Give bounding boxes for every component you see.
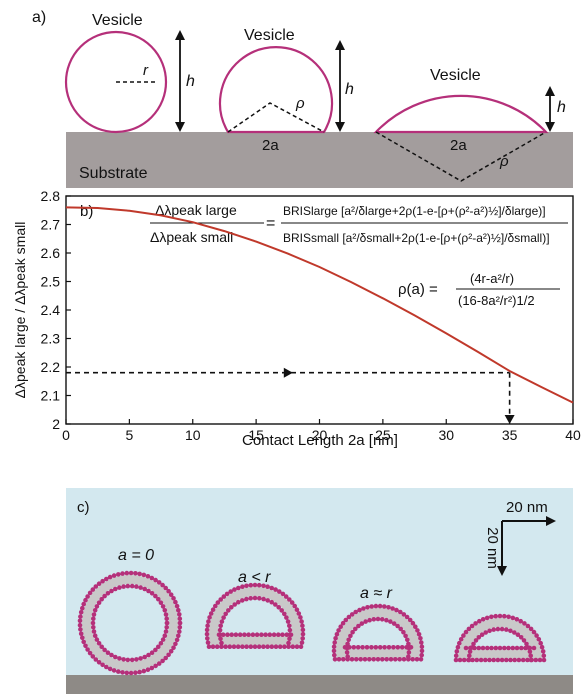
arrow-head xyxy=(497,566,507,576)
x-tick-label: 35 xyxy=(502,427,518,443)
x-tick-label: 40 xyxy=(565,427,581,443)
arrow-head xyxy=(283,367,293,378)
vesicle-sphere xyxy=(64,30,168,134)
rho-lhs: ρ(a) = xyxy=(398,281,438,298)
equals-sign: = xyxy=(266,215,275,232)
y-tick-label: 2 xyxy=(52,416,60,432)
x-tick-label: 20 xyxy=(312,427,328,443)
substrate-label: Substrate xyxy=(79,165,148,182)
panel-a: a) Substrate Vesicle r h Vesicle ρ 2a h … xyxy=(32,9,573,188)
twoa-label-2: 2a xyxy=(262,137,279,154)
vesicle-a-greater xyxy=(458,618,542,661)
y-tick-label: 2.8 xyxy=(41,188,61,204)
data-curve xyxy=(65,206,574,404)
y-tick-label: 2.1 xyxy=(41,388,61,404)
lipid-heads-outer xyxy=(77,570,183,676)
rho-lines-3 xyxy=(375,131,547,182)
vesicle-truncated xyxy=(218,46,334,134)
panel-c: c) 20 nm 20 nm a = 0 a < r a ≈ r xyxy=(66,488,573,694)
state-label-3: a ≈ r xyxy=(360,585,393,602)
y-tick-label: 2.5 xyxy=(41,274,61,290)
formula-lhs-num: Δλpeak large xyxy=(155,202,237,218)
x-tick-label: 30 xyxy=(438,427,454,443)
x-tick-label: 10 xyxy=(185,427,201,443)
arrow-head xyxy=(546,516,556,526)
formula-lhs-den: Δλpeak small xyxy=(150,229,233,245)
vesicle-simulations xyxy=(77,570,547,676)
panel-c-substrate xyxy=(66,675,573,694)
arrow-head xyxy=(504,415,515,424)
y-tick-label: 2.6 xyxy=(41,245,61,261)
arrow-head xyxy=(175,122,185,132)
y-tick-label: 2.2 xyxy=(41,359,61,375)
lipid-heads-bottom-inner xyxy=(463,645,537,651)
rho-lines-2 xyxy=(227,102,325,133)
arrow-head xyxy=(335,122,345,132)
substrate xyxy=(66,132,573,188)
chart-series xyxy=(65,206,574,424)
formula-rhs-den: BRISsmall [a²/δsmall+2ρ(1-e-[ρ+(ρ²-a²)½]… xyxy=(283,231,550,245)
rho-label-3: ρ xyxy=(499,153,509,170)
lipid-heads-bottom-inner xyxy=(342,645,414,650)
x-tick-label: 25 xyxy=(375,427,391,443)
lipid-heads-bottom-inner xyxy=(216,632,294,637)
h-label-2: h xyxy=(345,81,354,98)
twoa-label-3: 2a xyxy=(450,137,467,154)
vesicle-label-2: Vesicle xyxy=(244,27,295,44)
y-tick-label: 2.3 xyxy=(41,331,61,347)
scale-label-y: 20 nm xyxy=(484,527,501,569)
x-axis-label: Contact Length 2a [nm] xyxy=(242,432,398,449)
vesicle-label-1: Vesicle xyxy=(92,12,143,29)
arrow-head xyxy=(175,30,185,40)
vesicle-a-approx-r xyxy=(336,608,420,659)
vesicle-label-3: Vesicle xyxy=(430,67,481,84)
panel-b: b) Δλpeak large Δλpeak small = BRISlarge… xyxy=(12,188,581,449)
scale-label-x: 20 nm xyxy=(506,499,548,516)
formula-rhs-num: BRISlarge [a²/δlarge+2ρ(1-e-[ρ+(ρ²-a²)½]… xyxy=(283,204,546,218)
rho-label-2: ρ xyxy=(295,95,305,112)
x-tick-label: 15 xyxy=(248,427,264,443)
x-tick-label: 0 xyxy=(62,427,70,443)
rho-den: (16-8a²/r²)1/2 xyxy=(458,293,535,308)
lipid-heads-bottom-outer xyxy=(457,657,543,663)
arrow-head xyxy=(335,40,345,50)
vesicle-cap xyxy=(373,94,549,134)
lipid-heads-bottom-outer xyxy=(336,657,420,662)
r-label: r xyxy=(143,62,149,79)
panel-b-label: b) xyxy=(80,203,93,220)
lipid-heads-outer xyxy=(331,603,425,662)
formula: Δλpeak large Δλpeak small = BRISlarge [a… xyxy=(150,202,568,308)
state-label-2: a < r xyxy=(238,569,271,586)
y-tick-label: 2.4 xyxy=(41,302,61,318)
lipid-heads-inner xyxy=(90,583,170,663)
rho-num: (4r-a²/r) xyxy=(470,271,514,286)
y-tick-label: 2.7 xyxy=(41,217,61,233)
h-label-3: h xyxy=(557,99,566,116)
panel-c-label: c) xyxy=(77,499,90,516)
lipid-heads-bottom-outer xyxy=(210,644,300,649)
y-axis-label: Δλpeak large / Δλpeak small xyxy=(12,222,28,399)
arrow-head xyxy=(545,86,555,96)
panel-a-label: a) xyxy=(32,9,46,26)
lipid-heads-outer xyxy=(204,582,306,649)
lipid-heads-outer xyxy=(453,613,547,663)
vesicle-a-less-than-r xyxy=(209,587,301,647)
arrow-head xyxy=(545,122,555,132)
vesicle-a-zero xyxy=(82,575,178,671)
chart-axes: 0 5 10 15 20 25 30 35 40 2 2.1 2.2 2.3 2.4 2.5 2.6 2.7 2.… xyxy=(41,188,581,443)
state-label-1: a = 0 xyxy=(118,547,154,564)
h-label-1: h xyxy=(186,73,195,90)
x-tick-label: 5 xyxy=(125,427,133,443)
